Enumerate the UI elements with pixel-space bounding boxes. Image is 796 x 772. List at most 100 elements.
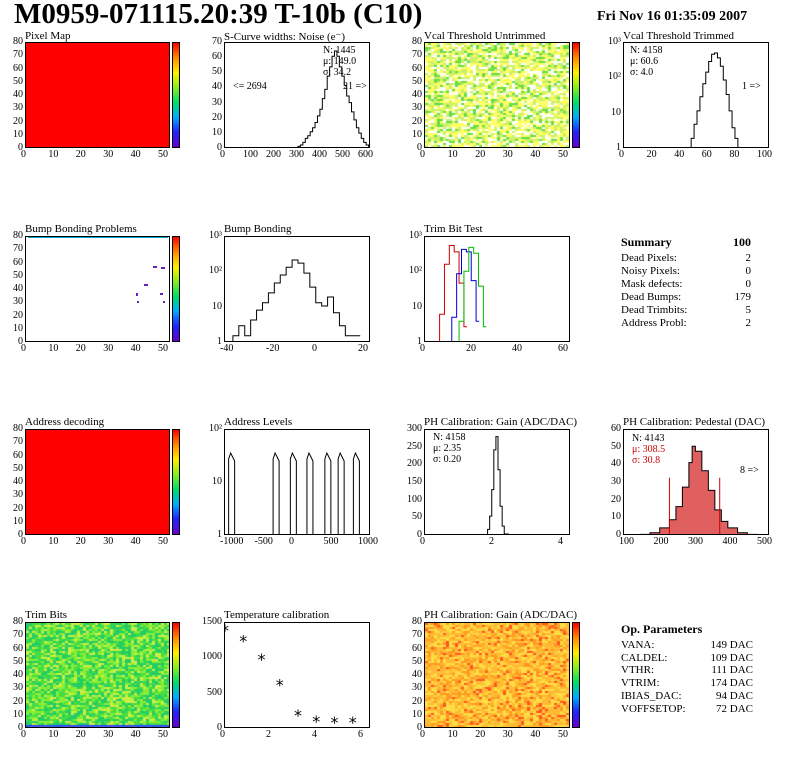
scurve-svg	[297, 50, 369, 147]
y-tick-label: 70	[13, 243, 23, 255]
y-tick-label: 50	[412, 511, 422, 523]
series-line	[458, 246, 487, 341]
y-tick-label: 10	[212, 300, 222, 312]
bump-problems-svg	[28, 237, 168, 303]
y-tick-label: 50	[13, 462, 23, 474]
scurve-plot[interactable]: N: 1445 μ: 149.0 σ: 34.2 <= 2694 21 =>	[224, 42, 370, 148]
x-tick-label: 10	[48, 536, 59, 547]
x-tick-label: 30	[103, 149, 114, 160]
vcal-trimmed-title: Vcal Threshold Trimmed	[623, 30, 735, 42]
ph-pedestal-plot[interactable]: N: 4143 μ: 308.5 σ: 30.8 8 =>	[623, 429, 769, 535]
y-tick-label: 80	[13, 230, 23, 241]
address-peak	[306, 451, 314, 534]
y-tick-label: 200	[407, 458, 422, 470]
address-decoding-title: Address decoding	[25, 416, 105, 428]
x-tick-label: 100	[243, 149, 258, 160]
y-tick-label: 250	[407, 440, 422, 452]
y-tick-label: 10	[412, 708, 422, 720]
y-tick-label: 0	[417, 142, 422, 153]
x-tick-label: 40	[512, 343, 522, 354]
temperature-plot[interactable]: * * * * * * * *	[224, 622, 370, 728]
trim-bits-plot[interactable]	[25, 622, 170, 728]
y-tick-label: 60	[412, 642, 422, 654]
x-tick-label: 0	[220, 149, 225, 160]
y-tick-label: 10³	[409, 230, 422, 241]
trim-bits-heatmap	[26, 623, 169, 727]
y-tick-label: 30	[412, 682, 422, 694]
address-peak	[337, 451, 345, 534]
op-label: VANA:	[621, 638, 655, 651]
series-line	[451, 248, 480, 341]
x-tick-label: 20	[475, 149, 486, 160]
x-tick-label: 2	[266, 729, 271, 740]
vcal-trimmed-svg	[690, 52, 739, 147]
bump-bonding-plot[interactable]	[224, 236, 370, 342]
op-label: IBIAS_DAC:	[621, 689, 682, 702]
trim-bit-test-plot[interactable]	[424, 236, 570, 342]
x-tick-label: 40	[530, 729, 541, 740]
y-tick-label: 60	[13, 642, 23, 654]
y-tick-label: 10	[13, 708, 23, 720]
y-tick-label: 30	[212, 96, 222, 108]
y-tick-label: 10	[611, 511, 621, 523]
x-tick-label: 200	[653, 536, 669, 547]
y-tick-label: 20	[13, 695, 23, 707]
x-tick-label: 0	[420, 149, 425, 160]
summary-title: Summary	[621, 235, 672, 249]
y-tick-label: 20	[412, 695, 422, 707]
address-decoding-plot[interactable]	[25, 429, 170, 535]
x-tick-label: 20	[358, 343, 368, 354]
x-tick-label: 30	[103, 343, 114, 354]
x-tick-label: 30	[502, 729, 513, 740]
vcal-trimmed-stat-n: N: 4158	[630, 45, 663, 56]
bump-problems-plot[interactable]	[25, 236, 170, 342]
summary-label: Dead Trimbits:	[621, 304, 688, 316]
scatter-point: *	[225, 623, 229, 640]
ph-gain-map-title: PH Calibration: Gain (ADC/DAC)	[424, 609, 578, 621]
op-label: VTHR:	[621, 664, 654, 677]
x-tick-label: 0	[21, 536, 26, 547]
ph-gain-plot[interactable]: N: 4158 μ: 2.35 σ: 0.20	[424, 429, 570, 535]
y-tick-label: 1000	[202, 651, 222, 663]
y-tick-label: 40	[13, 89, 23, 100]
summary-value: 5	[745, 304, 752, 316]
y-tick-label: 70	[13, 436, 23, 448]
ph-gain-stat-sigma: σ: 0.20	[433, 454, 462, 465]
y-tick-label: 500	[207, 686, 222, 698]
vcal-trimmed-plot[interactable]: N: 4158 μ: 60.6 σ: 4.0 1 =>	[623, 42, 769, 148]
x-tick-label: 0	[220, 729, 225, 740]
pixel-map-title: Pixel Map	[25, 30, 71, 42]
x-tick-label: 0	[420, 343, 425, 354]
y-tick-label: 70	[412, 629, 422, 641]
summary-label: Address Probl:	[621, 317, 687, 329]
summary-value: 0	[745, 278, 752, 290]
y-tick-label: 80	[412, 36, 422, 47]
y-tick-label: 60	[13, 449, 23, 461]
x-tick-label: 300	[688, 536, 703, 547]
y-tick-label: 50	[611, 440, 621, 452]
ph-gain-stat-n: N: 4158	[433, 432, 466, 443]
x-tick-label: 50	[158, 343, 168, 354]
vcal-untrimmed-plot[interactable]	[424, 42, 570, 148]
summary-total: 100	[733, 235, 751, 249]
op-value: 72 DAC	[716, 702, 753, 715]
x-tick-label: 500	[335, 149, 350, 160]
address-levels-plot[interactable]	[224, 429, 370, 535]
x-tick-label: 20	[75, 729, 86, 740]
pixel-map-plot[interactable]	[25, 42, 170, 148]
op-value: 111 DAC	[711, 664, 753, 677]
y-tick-label: 0	[18, 722, 23, 733]
y-tick-label: 0	[217, 722, 222, 733]
series-line	[297, 50, 369, 147]
y-tick-label: 30	[611, 476, 621, 487]
op-row: IBIAS_DAC: 94 DAC	[621, 690, 753, 703]
x-tick-label: 20	[75, 149, 86, 160]
op-label: VTRIM:	[621, 677, 660, 690]
ph-pedestal-stat-n: N: 4143	[632, 433, 665, 444]
op-row: VTRIM: 174 DAC	[621, 677, 753, 690]
ph-gain-map-plot[interactable]	[424, 622, 570, 728]
x-tick-label: 50	[158, 536, 168, 547]
summary-label: Dead Bumps:	[621, 291, 682, 303]
y-tick-label: 10	[212, 126, 222, 138]
vcal-untrimmed-heatmap	[425, 43, 569, 147]
